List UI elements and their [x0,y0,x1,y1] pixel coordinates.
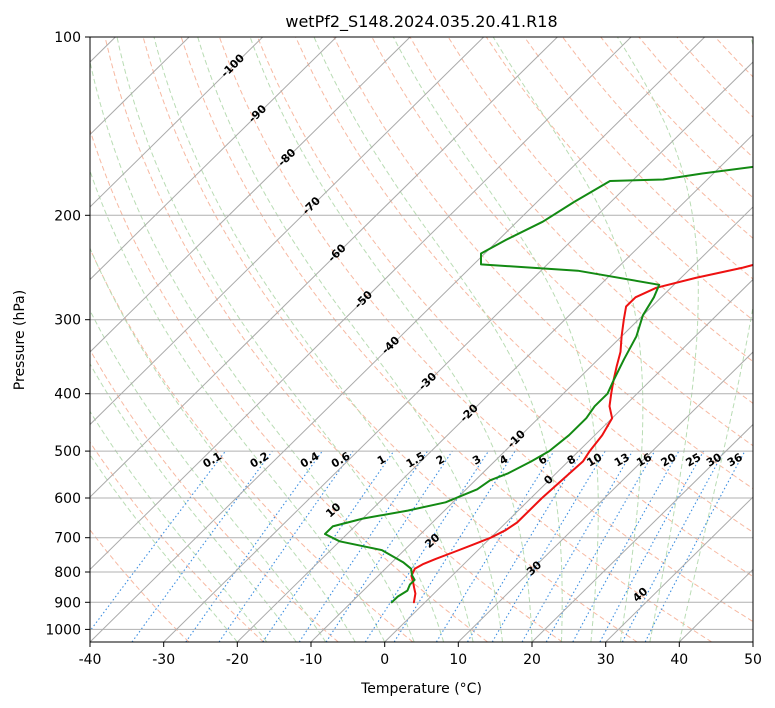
dry-adiabat-line [218,37,753,623]
mixing-ratio-line [364,450,489,642]
dry-adiabat-line [142,37,638,642]
y-axis-label: Pressure (hPa) [12,290,28,390]
moist-adiabat-line [392,37,599,642]
y-tick-label: 200 [54,208,81,224]
x-tick-label: 50 [744,652,762,668]
dewpoint-profile-line [324,165,753,604]
mixing-ratio-line [298,450,428,642]
mixing-ratio-labels: 0.1 0.2 0.4 0.6 1 1.5 2 3 4 6 8 10 13 16 20 25 30 36 [201,449,745,470]
dry-adiabat-line [371,37,753,447]
isotherm-line [90,37,337,281]
mixing-ratio-line [435,450,555,642]
y-tick-label: 900 [54,595,81,611]
moist-adiabat-line [90,363,297,642]
temperature-profile-line [410,263,753,604]
isotherm-line [384,278,753,642]
isotherm-line [310,206,753,642]
isotherm-line [90,37,264,208]
mixing-ratio-line [131,450,273,642]
mixing-ratio-line [599,450,705,642]
y-tick-label: 700 [54,531,81,547]
dry-adiabat-line [90,529,190,642]
dry-adiabat-line [257,37,753,578]
y-tick-label: 400 [54,387,81,403]
isotherm-line [90,37,706,642]
moist-adiabat-line [678,37,753,642]
moist-adiabat-line [90,309,327,642]
mixing-ratio-line [467,450,583,642]
chart-title: wetPf2_S148.2024.035.20.41.R18 [285,12,557,32]
dry-adiabat-line [104,37,563,642]
x-tick-label: -40 [79,652,102,668]
moist-adiabat-line [90,169,386,642]
mixing-ratio-line [621,450,725,642]
x-axis: -40 -30 -20 -10 0 10 20 30 40 50 [79,642,762,668]
dry-adiabat-line [90,441,264,642]
isotherm-line [90,37,411,353]
dry-adiabat-line [485,37,753,321]
y-tick-label: 1000 [45,622,81,638]
mixing-ratio-line [325,450,453,642]
moist-adiabat-line [492,37,644,642]
moist-adiabat-line [249,37,533,642]
x-tick-label: 20 [523,652,541,668]
moist-adiabat-line [90,59,415,642]
moist-adiabats [90,37,753,642]
x-tick-label: -20 [226,652,249,668]
x-tick-label: 40 [670,652,688,668]
y-axis: 1000 900 800 700 600 500 400 300 200 100 [45,30,90,638]
isotherm-line [90,37,632,571]
dry-adiabat-line [90,348,339,642]
mixing-ratio-lines [90,450,746,642]
y-tick-label: 300 [54,313,81,329]
moist-adiabat-line [197,37,503,642]
plot-frame [89,36,754,643]
moist-adiabat-line [90,246,356,642]
mixing-ratio-line [572,450,680,642]
y-tick-label: 600 [54,491,81,507]
dry-adiabat-line [295,37,753,533]
mixing-ratio-line [90,450,226,632]
dry-adiabat-line [90,128,488,642]
plot-area [90,37,753,642]
dry-adiabat-line [180,37,712,642]
dry-adiabat-line [409,37,753,404]
y-tick-label: 800 [54,565,81,581]
isotherm-line [457,351,753,642]
x-axis-label: Temperature (°C) [360,681,482,697]
profiles [324,165,753,604]
x-tick-label: 0 [380,652,389,668]
isotherm-line [605,496,753,642]
x-tick-label: -10 [300,652,323,668]
dry-adiabat-line [447,37,753,363]
y-tick-label: 100 [54,30,81,46]
isotherm-line [531,423,753,642]
dry-adiabats [90,37,753,642]
y-tick-label: 500 [54,444,81,460]
isotherm-line [752,641,753,642]
mixing-ratio-line [545,450,656,642]
mixing-ratio-line [185,450,323,642]
isobar-grid [90,37,753,630]
moist-adiabat-line [616,37,699,642]
mixing-ratio-line [218,450,354,642]
mixing-ratio-line [262,450,395,642]
moist-adiabat-line [116,37,445,642]
moist-adiabat-line [153,37,474,642]
isotherm-line [90,37,485,426]
isotherm-line [163,61,753,642]
x-tick-label: 30 [597,652,615,668]
mixing-ratio-line [393,450,516,642]
isotherm-line [90,37,558,498]
x-tick-label: 10 [449,652,467,668]
x-tick-label: -30 [152,652,175,668]
dry-adiabat-line [752,37,753,38]
